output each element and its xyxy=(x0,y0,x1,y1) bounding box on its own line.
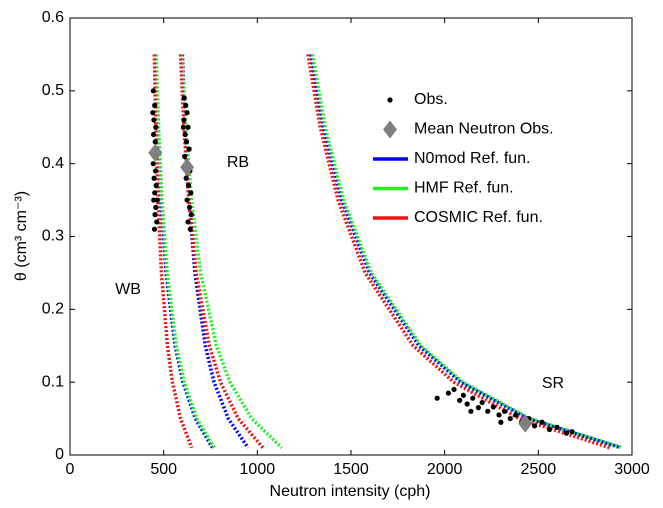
legend-marker xyxy=(383,120,397,139)
obs-point xyxy=(183,102,189,108)
y-tick-label: 0.1 xyxy=(42,373,64,390)
y-tick-label: 0.6 xyxy=(42,9,64,26)
obs-point xyxy=(496,412,502,418)
obs-point xyxy=(153,204,159,210)
x-tick-label: 2500 xyxy=(521,461,557,478)
obs-point xyxy=(183,139,190,145)
obs-point xyxy=(152,190,158,196)
obs-point xyxy=(554,424,560,430)
x-tick-label: 1000 xyxy=(240,461,276,478)
obs-point xyxy=(154,219,160,225)
obs-point xyxy=(468,408,474,414)
obs-point xyxy=(185,124,191,130)
mean-marker xyxy=(180,158,195,177)
obs-point xyxy=(188,190,194,196)
obs-point xyxy=(151,226,158,232)
annotation: SR xyxy=(542,375,564,392)
y-tick-label: 0 xyxy=(55,446,64,463)
obs-point xyxy=(185,219,191,225)
ref-curve xyxy=(152,54,611,450)
obs-point xyxy=(153,168,159,174)
obs-point xyxy=(153,124,159,130)
annotation: RB xyxy=(227,154,249,171)
obs-point xyxy=(150,131,157,138)
obs-point xyxy=(502,408,508,414)
obs-point xyxy=(151,117,157,123)
mean-marker xyxy=(148,143,163,162)
obs-point xyxy=(460,392,466,398)
obs-point xyxy=(188,212,194,218)
obs-point xyxy=(184,110,190,116)
obs-point xyxy=(546,426,553,433)
obs-point xyxy=(151,197,157,203)
obs-point xyxy=(186,204,193,210)
obs-point xyxy=(183,175,189,181)
legend-label: N0mod Ref. fun. xyxy=(414,150,531,167)
x-tick-label: 500 xyxy=(150,461,177,478)
y-axis-label: θ (cm³ cm⁻³) xyxy=(13,191,30,281)
legend-marker xyxy=(387,97,393,103)
obs-point xyxy=(479,399,485,406)
obs-point xyxy=(181,95,187,101)
obs-point xyxy=(153,182,159,189)
obs-point xyxy=(457,397,463,403)
obs-point xyxy=(180,124,186,130)
obs-point xyxy=(445,390,452,396)
obs-point xyxy=(470,395,476,401)
obs-point xyxy=(507,415,513,422)
mean-marker xyxy=(518,414,533,433)
obs-point xyxy=(152,212,158,218)
obs-point xyxy=(185,182,192,189)
obs-point xyxy=(434,395,440,401)
obs-point xyxy=(451,386,457,393)
obs-point xyxy=(186,146,192,152)
x-axis-label: Neutron intensity (cph) xyxy=(270,483,431,500)
obs-point xyxy=(184,197,190,203)
obs-point xyxy=(569,429,575,435)
obs-point xyxy=(182,131,188,138)
obs-point xyxy=(151,175,157,181)
legend-label: COSMIC Ref. fun. xyxy=(414,209,543,226)
x-tick-label: 2000 xyxy=(427,461,463,478)
obs-point xyxy=(485,408,491,414)
x-tick-label: 1500 xyxy=(333,461,369,478)
obs-point xyxy=(531,423,538,429)
obs-point xyxy=(539,419,545,425)
obs-point xyxy=(150,88,156,94)
y-tick-label: 0.2 xyxy=(42,301,64,318)
obs-point xyxy=(563,430,570,436)
obs-point xyxy=(154,197,160,203)
obs-point xyxy=(513,412,519,418)
obs-point xyxy=(475,405,481,411)
obs-point xyxy=(182,153,188,159)
plot-frame xyxy=(69,17,633,456)
obs-point xyxy=(150,161,156,167)
legend-label: Obs. xyxy=(414,91,448,108)
obs-point xyxy=(498,419,504,425)
obs-point xyxy=(464,401,470,407)
annotation: WB xyxy=(115,281,141,298)
legend-label: HMF Ref. fun. xyxy=(414,180,514,197)
obs-point xyxy=(152,139,158,145)
x-tick-label: 0 xyxy=(66,461,75,478)
y-tick-label: 0.5 xyxy=(42,82,64,99)
y-tick-label: 0.4 xyxy=(42,155,64,172)
obs-point xyxy=(187,226,193,232)
obs-point xyxy=(152,102,158,108)
obs-point xyxy=(150,110,156,116)
obs-point xyxy=(490,404,496,410)
y-tick-label: 0.3 xyxy=(42,228,64,245)
obs-point xyxy=(181,117,187,123)
x-tick-label: 3000 xyxy=(614,461,650,478)
legend-label: Mean Neutron Obs. xyxy=(414,121,554,138)
